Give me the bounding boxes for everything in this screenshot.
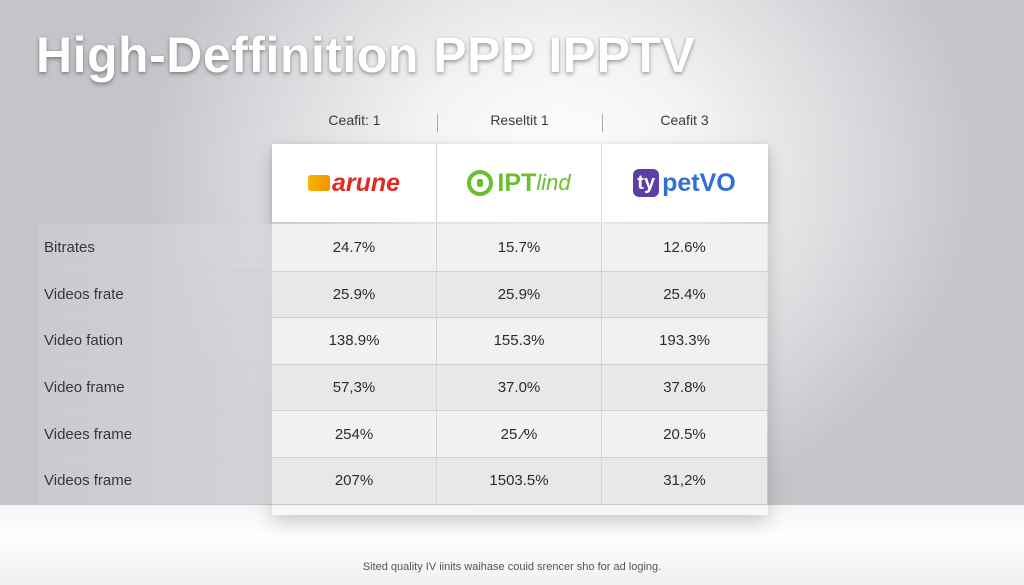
table-cell: 12.6%: [602, 224, 767, 271]
provider-logo-iptlind: IPT lind: [467, 168, 571, 198]
column-divider: [602, 114, 603, 132]
table-cell: 25.4%: [602, 271, 767, 318]
row-label: Video fation: [38, 318, 272, 364]
logo-text-thin: lind: [536, 170, 571, 195]
table-cell: 25.⁄%: [437, 411, 602, 457]
footer-caption: Sited quality IV iinits waihase couid sr…: [362, 561, 662, 573]
page-title: High-Deffinition PPP IPPTV: [36, 27, 696, 83]
table-row: Video frame 57,3% 37.0% 37.8%: [38, 363, 768, 411]
row-label: Video frame: [38, 364, 272, 411]
table-cell: 24.7%: [272, 224, 437, 271]
row-label: Videos frate: [38, 271, 272, 318]
row-label: Bitrates: [38, 224, 272, 271]
table-row: Videos frame 207% 1503.5% 31,2%: [38, 456, 768, 504]
table-cell: 37.0%: [437, 364, 602, 411]
ring-icon: [467, 170, 494, 196]
table-cell: 20.5%: [602, 411, 767, 457]
table-cell: 57,3%: [272, 364, 437, 411]
table-cell: 207%: [272, 457, 437, 504]
table-cell: 193.3%: [602, 318, 767, 364]
row-label: Videos frame: [38, 457, 272, 504]
provider-logo-petvo: ty petVO: [633, 168, 736, 198]
table-row: Videos frate 25.9% 25.9% 25.4%: [38, 270, 768, 318]
table-cell: 37.8%: [602, 364, 767, 411]
comparison-table: Bitrates 24.7% 15.7% 12.6% Videos frate …: [38, 224, 768, 504]
badge-icon: ty: [633, 169, 660, 197]
column-header-3: Ceafit 3: [660, 112, 709, 128]
table-cell: 1503.5%: [437, 457, 602, 504]
provider-logo-arune: arune: [307, 168, 401, 198]
row-label: Videes frame: [38, 411, 272, 457]
table-cell: 15.7%: [437, 224, 602, 271]
table-row: Video fation 138.9% 155.3% 193.3%: [38, 317, 768, 364]
logo-text: petVO: [662, 168, 736, 197]
logo-text: arune: [331, 168, 401, 197]
provider-logo-2: IPT lind: [437, 144, 602, 222]
provider-logo-strip: arune IPT lind ty petVO: [272, 144, 768, 222]
table-cell: 25.9%: [272, 271, 437, 318]
provider-logo-3: ty petVO: [602, 144, 767, 222]
floor-backdrop: [0, 505, 1024, 585]
table-cell: 31,2%: [602, 457, 767, 504]
logo-text: IPT: [497, 168, 537, 197]
table-row: Videes frame 254% 25.⁄% 20.5%: [38, 410, 768, 457]
column-header-2: Reseltit 1: [490, 112, 549, 128]
table-row: Bitrates 24.7% 15.7% 12.6%: [38, 224, 768, 271]
column-divider: [437, 114, 438, 132]
table-cell: 25.9%: [437, 271, 602, 318]
table-cell: 138.9%: [272, 318, 437, 364]
column-header-1: Ceafit: 1: [328, 112, 381, 128]
table-cell: 254%: [272, 411, 437, 457]
flag-icon: [307, 175, 330, 191]
provider-logo-1: arune: [272, 144, 437, 222]
table-cell: 155.3%: [437, 318, 602, 364]
